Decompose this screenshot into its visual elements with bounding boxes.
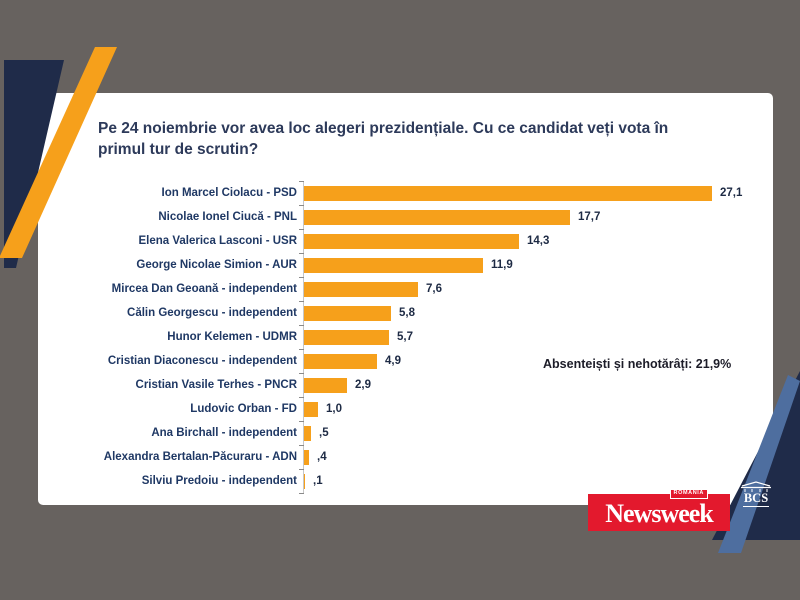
bar-value: 27,1	[720, 187, 743, 199]
bar-row: Elena Valerica Lasconi - USR 14,3	[38, 229, 768, 253]
bar	[303, 473, 305, 489]
bar-row: Mircea Dan Geoană - independent 7,6	[38, 277, 768, 301]
axis-tick	[299, 253, 304, 254]
bar-row: Cristian Vasile Terhes - PNCR 2,9	[38, 373, 768, 397]
bar-label: Silviu Predoiu - independent	[141, 475, 297, 487]
bar-label: Ion Marcel Ciolacu - PSD	[161, 187, 297, 199]
chart-axis	[303, 181, 304, 493]
axis-tick	[299, 181, 304, 182]
bar	[303, 449, 309, 465]
bar-label: Cristian Diaconescu - independent	[107, 355, 297, 367]
bar-value: 7,6	[426, 283, 442, 295]
bar-row: Nicolae Ionel Ciucă - PNL 17,7	[38, 205, 768, 229]
axis-tick	[299, 301, 304, 302]
bar-value: 2,9	[355, 379, 371, 391]
bar-label: Cristian Vasile Terhes - PNCR	[135, 379, 297, 391]
undecided-note: Absenteiști și nehotărâți: 21,9%	[543, 357, 732, 371]
bcs-wordmark: BCS	[742, 491, 770, 507]
bar	[303, 281, 418, 297]
bar-value: 17,7	[578, 211, 601, 223]
bar	[303, 305, 391, 321]
poll-question: Pe 24 noiembrie vor avea loc alegeri pre…	[98, 120, 669, 158]
bar-value: 4,9	[385, 355, 401, 367]
bar-label: Elena Valerica Lasconi - USR	[138, 235, 297, 247]
bar-row: Ludovic Orban - FD 1,0	[38, 397, 768, 421]
axis-tick	[299, 229, 304, 230]
bar-chart: Ion Marcel Ciolacu - PSD 27,1 Nicolae Ione…	[38, 181, 768, 494]
bar-value: 5,7	[397, 331, 413, 343]
bar	[303, 329, 389, 345]
bar-row: Silviu Predoiu - independent ,1	[38, 469, 768, 493]
bar-value: 14,3	[527, 235, 550, 247]
bcs-logo: BCS	[737, 481, 775, 507]
bar-row: Ana Birchall - independent ,5	[38, 421, 768, 445]
bar-label: Ana Birchall - independent	[151, 427, 297, 439]
axis-tick	[299, 421, 304, 422]
axis-tick	[299, 469, 304, 470]
bar-label: Ludovic Orban - FD	[190, 403, 297, 415]
bar-label: Mircea Dan Geoană - independent	[111, 283, 297, 295]
bar	[303, 185, 712, 201]
bar-row: Călin Georgescu - independent 5,8	[38, 301, 768, 325]
bar-value: ,4	[317, 451, 327, 463]
axis-tick	[299, 277, 304, 278]
axis-tick	[299, 445, 304, 446]
bar-row: Cristian Diaconescu - independent 4,9	[38, 349, 768, 373]
bar-row: Hunor Kelemen - UDMR 5,7	[38, 325, 768, 349]
bar-row: Alexandra Bertalan-Păcuraru - ADN ,4	[38, 445, 768, 469]
bar	[303, 257, 483, 273]
bar-value: 5,8	[399, 307, 415, 319]
axis-tick	[299, 373, 304, 374]
newsweek-wordmark: Newsweek	[605, 498, 714, 528]
romania-badge: ROMÂNIA	[669, 489, 708, 499]
axis-tick	[299, 325, 304, 326]
poll-card: Pe 24 noiembrie vor avea loc alegeri pre…	[38, 93, 773, 505]
axis-tick	[299, 397, 304, 398]
axis-tick	[299, 205, 304, 206]
bar	[303, 353, 377, 369]
bar-label: Nicolae Ionel Ciucă - PNL	[158, 211, 297, 223]
bar	[303, 377, 347, 393]
axis-tick	[299, 349, 304, 350]
bar-label: Alexandra Bertalan-Păcuraru - ADN	[103, 451, 297, 463]
bar-row: Ion Marcel Ciolacu - PSD 27,1	[38, 181, 768, 205]
newsweek-logo: ROMÂNIA Newsweek	[588, 489, 730, 531]
bar-value: ,1	[313, 475, 323, 487]
bar-value: 11,9	[491, 259, 513, 271]
bar-row: George Nicolae Simion - AUR 11,9	[38, 253, 768, 277]
bar-value: ,5	[319, 427, 329, 439]
bar-label: Călin Georgescu - independent	[127, 307, 297, 319]
bar	[303, 233, 519, 249]
bar	[303, 425, 311, 441]
bar	[303, 401, 318, 417]
bar-label: Hunor Kelemen - UDMR	[167, 331, 297, 343]
bar-value: 1,0	[326, 403, 342, 415]
axis-tick	[299, 493, 304, 494]
bar	[303, 209, 570, 225]
bar-label: George Nicolae Simion - AUR	[136, 259, 297, 271]
